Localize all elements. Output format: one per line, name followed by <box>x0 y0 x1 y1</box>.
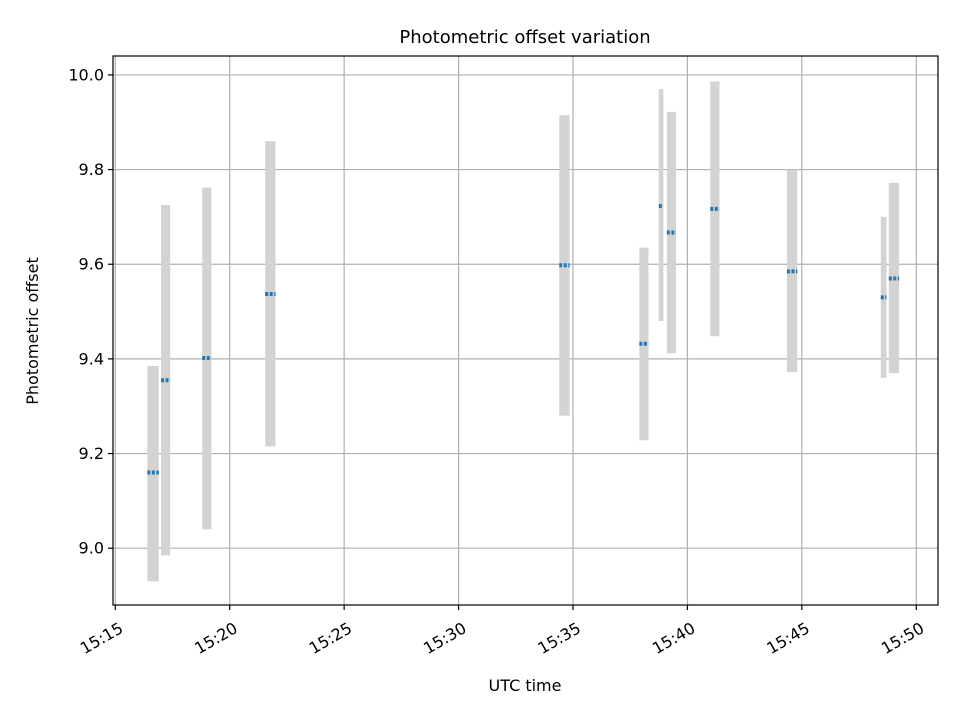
y-tick-label: 10.0 <box>68 65 104 84</box>
y-tick-label: 9.2 <box>79 444 104 463</box>
y-tick-label: 9.4 <box>79 349 104 368</box>
chart-title: Photometric offset variation <box>399 27 650 48</box>
y-tick-label: 9.8 <box>79 160 104 179</box>
y-axis-label: Photometric offset <box>23 257 42 405</box>
y-tick-label: 9.6 <box>79 255 104 274</box>
plot-frame <box>112 55 939 606</box>
y-tick-label: 9.0 <box>79 539 104 558</box>
grid <box>113 56 938 605</box>
x-axis-label: UTC time <box>489 676 562 695</box>
y-axis: 9.0 9.2 9.4 9.6 9.8 10.0 <box>68 65 113 558</box>
data-marks <box>147 81 900 582</box>
